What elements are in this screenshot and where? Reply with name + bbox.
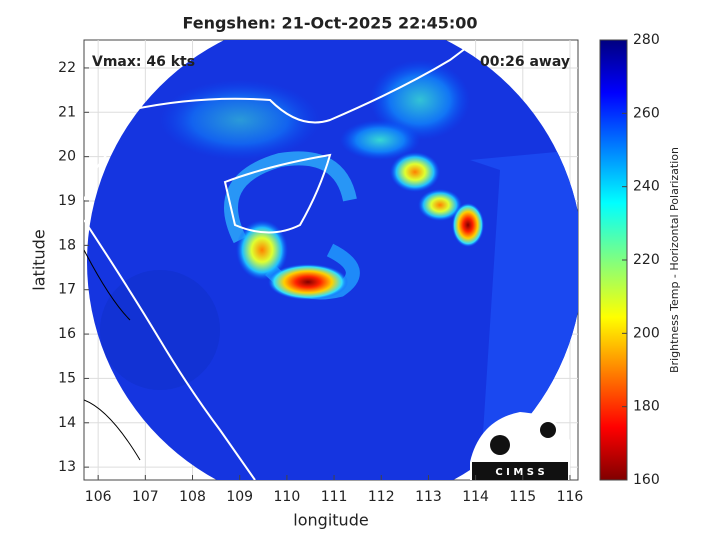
x-tick-label: 108 bbox=[179, 489, 206, 505]
x-tick-label: 107 bbox=[132, 489, 159, 505]
y-tick-label: 14 bbox=[58, 415, 76, 431]
colorbar-tick-label: 260 bbox=[633, 105, 660, 121]
colorbar-tick-label: 180 bbox=[633, 399, 660, 415]
x-tick-label: 114 bbox=[462, 489, 489, 505]
y-tick-label: 17 bbox=[58, 282, 76, 298]
y-tick-label: 18 bbox=[58, 237, 76, 253]
y-axis-label: latitude bbox=[30, 229, 49, 290]
annotation: Vmax: 46 kts bbox=[92, 54, 195, 70]
colorbar-tick-label: 220 bbox=[633, 252, 660, 268]
x-tick-label: 109 bbox=[226, 489, 253, 505]
y-tick-label: 21 bbox=[58, 104, 76, 120]
colorbar-tick-label: 200 bbox=[633, 325, 660, 341]
satellite-image bbox=[84, 40, 578, 480]
colorbar-tick-label: 160 bbox=[633, 472, 660, 488]
colorbar-tick-label: 240 bbox=[633, 179, 660, 195]
x-axis-label: longitude bbox=[293, 511, 368, 530]
y-tick-label: 19 bbox=[58, 193, 76, 209]
logo-text: C I M S S bbox=[495, 467, 544, 478]
y-tick-label: 16 bbox=[58, 326, 76, 342]
y-tick-label: 22 bbox=[58, 60, 76, 76]
annotation: 00:26 away bbox=[480, 54, 570, 70]
y-tick-label: 13 bbox=[58, 459, 76, 475]
colorbar-tick-label: 280 bbox=[633, 32, 660, 48]
title: Fengshen: 21-Oct-2025 22:45:00 bbox=[182, 14, 477, 33]
x-tick-label: 113 bbox=[415, 489, 442, 505]
x-tick-label: 112 bbox=[368, 489, 395, 505]
colorbar-label: Brightness Temp - Horizontal Polarizatio… bbox=[668, 147, 681, 373]
y-tick-label: 15 bbox=[58, 370, 76, 386]
x-tick-label: 111 bbox=[321, 489, 348, 505]
x-tick-label: 115 bbox=[509, 489, 536, 505]
x-tick-label: 116 bbox=[557, 489, 584, 505]
x-tick-label: 106 bbox=[85, 489, 112, 505]
x-tick-label: 110 bbox=[274, 489, 301, 505]
logo: C I M S S bbox=[470, 412, 570, 480]
y-tick-label: 20 bbox=[58, 149, 76, 165]
